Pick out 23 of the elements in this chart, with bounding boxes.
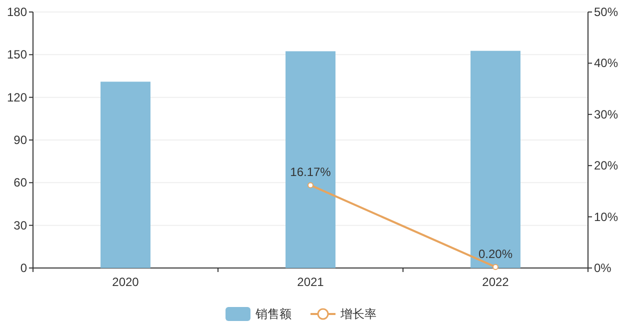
bar (470, 50, 520, 268)
y2-tick-label: 50% (594, 5, 618, 19)
y2-tick-label: 0% (594, 261, 612, 275)
y-tick-label: 180 (6, 5, 28, 19)
y2-tick-label: 20% (594, 158, 618, 173)
y-tick-label: 90 (14, 133, 28, 147)
data-label: 0.20% (478, 246, 513, 261)
y-tick-label: 0 (20, 261, 28, 275)
legend-label: 增长率 (340, 307, 376, 321)
x-tick-label: 2020 (112, 275, 140, 289)
y-tick-label: 150 (6, 48, 28, 62)
y-tick-label: 60 (14, 176, 28, 190)
bar (100, 82, 150, 268)
x-tick-label: 2022 (482, 275, 510, 289)
y2-tick-label: 30% (594, 107, 618, 122)
y2-tick-label: 40% (594, 56, 618, 70)
y-tick-label: 30 (14, 218, 28, 232)
y2-tick-label: 10% (594, 210, 618, 224)
x-tick-label: 2021 (297, 275, 324, 289)
bar (286, 51, 336, 268)
data-label: 16.17% (290, 165, 332, 180)
y-tick-label: 120 (6, 90, 28, 104)
legend-label: 销售额 (254, 307, 292, 321)
